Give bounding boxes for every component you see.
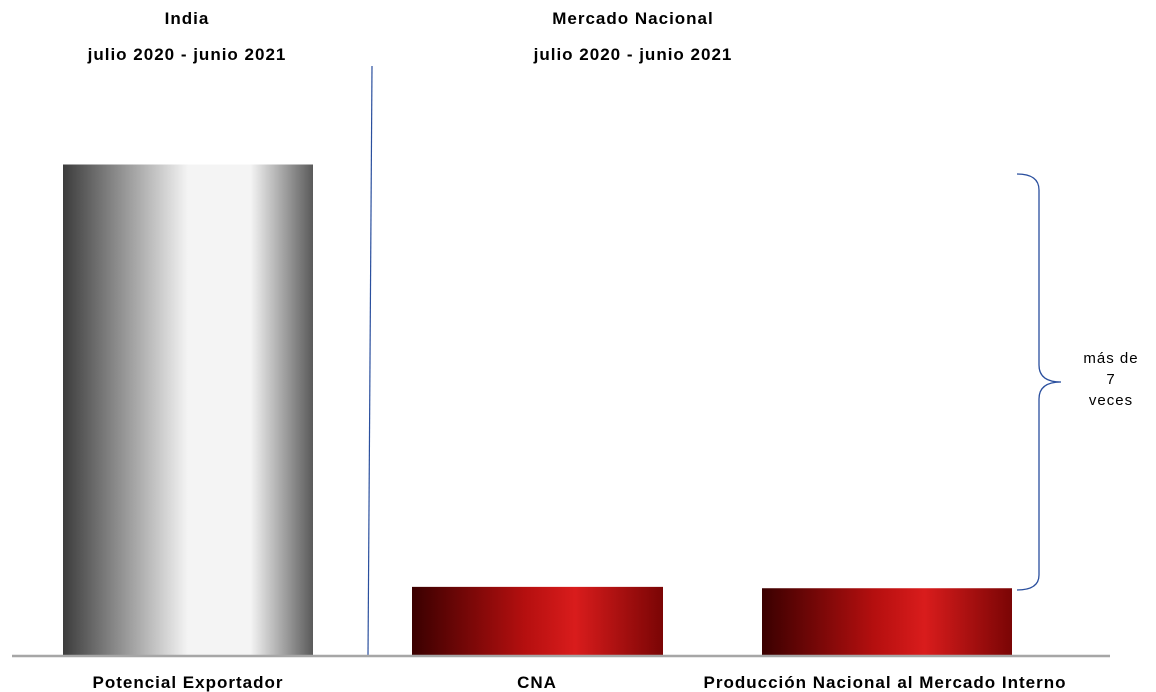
group-india-period: julio 2020 - junio 2021	[87, 45, 287, 64]
comparison-brace	[1016, 173, 1062, 591]
category-label-potencial-exportador: Potencial Exportador	[93, 673, 284, 692]
bar-cna	[412, 586, 663, 655]
group-india-title: India	[165, 9, 210, 28]
category-label-cna: CNA	[517, 673, 557, 692]
group-separator	[367, 65, 373, 657]
annotation-line2: 7	[1106, 371, 1115, 388]
bar-produccion-nacional	[762, 588, 1012, 655]
annotation-line3: veces	[1089, 392, 1133, 409]
annotation-line1: más de	[1083, 350, 1138, 367]
bar-potencial-exportador	[63, 164, 313, 655]
category-label-produccion-nacional: Producción Nacional al Mercado Interno	[704, 673, 1067, 692]
group-mercado-period: julio 2020 - junio 2021	[533, 45, 733, 64]
group-mercado-title: Mercado Nacional	[552, 9, 714, 28]
